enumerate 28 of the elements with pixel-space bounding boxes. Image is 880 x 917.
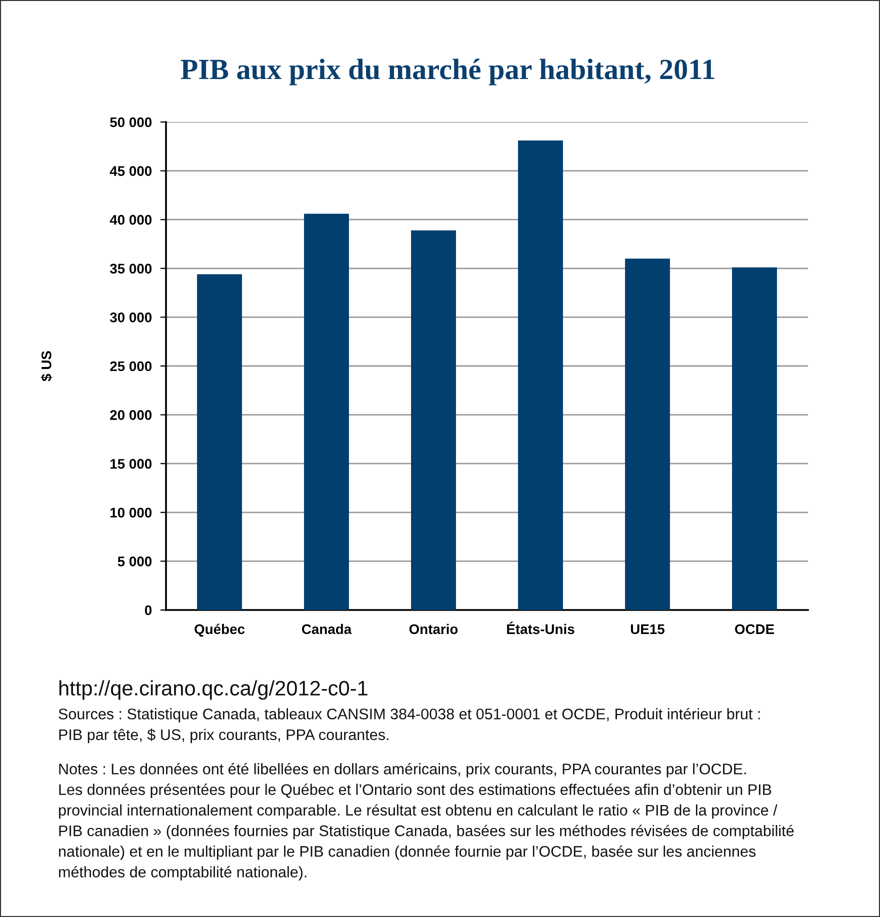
y-tick-label: 25 000	[110, 361, 152, 372]
bar	[518, 140, 563, 610]
text: Notes : Les données ont été libellées en dollars américains, prix courants, PPA courantes par l’OCDE. Les données présentées pour le Québec et l’Ontario sont des estimations effectuées afin d’obtenir un PIB provincial internationalement comparable. Le résultat est obtenu en calculant le ratio « PIB de la province / PIB canadien » (données fournies par Statistique Canada, basées sur les méthodes révisées de comptabilité nationale) et en le multipliant par le PIB canadien (donnée fournie par l’OCDE, basée sur les anciennes méthodes de comptabilité nationale).	[58, 763, 794, 880]
bar	[411, 230, 456, 610]
y-tick-label: 50 000	[110, 117, 152, 128]
y-tick-label: 0	[144, 605, 152, 616]
y-tick-label: 30 000	[110, 312, 152, 322]
x-tick-label: Ontario	[409, 624, 458, 634]
y-tick-label: 10 000	[110, 508, 152, 518]
y-tick-label: 40 000	[110, 214, 152, 225]
chart-title: PIB aux prix du marché par habitant, 2011	[180, 58, 714, 86]
bar	[625, 258, 670, 610]
x-tick-label: États-Unis	[507, 622, 574, 634]
x-tick-label: Canada	[302, 624, 352, 634]
y-tick-label: 45 000	[110, 166, 152, 176]
y-tick-label: 15 000	[110, 458, 152, 469]
y-axis-title: $ US	[40, 351, 52, 382]
x-tick-label: OCDE	[735, 624, 774, 634]
y-tick-label: 35 000	[110, 264, 152, 274]
source-note: Sources : Statistique Canada, tableaux CANSIM 384-0038 et 051-0001 et OCDE, Produit intérieur brut : PIB par tête, $ US, prix courants, PPA courantes.	[58, 708, 760, 744]
bar	[197, 274, 242, 610]
bar	[732, 267, 777, 610]
text: http://qe.cirano.qc.ca/g/2012-c0-1	[59, 680, 368, 700]
x-tick-label: Québec	[194, 624, 245, 637]
x-tick-label: UE15	[630, 624, 664, 634]
bar	[304, 214, 349, 610]
y-tick-label: 20 000	[110, 410, 152, 420]
y-tick-label: 5 000	[118, 556, 152, 566]
